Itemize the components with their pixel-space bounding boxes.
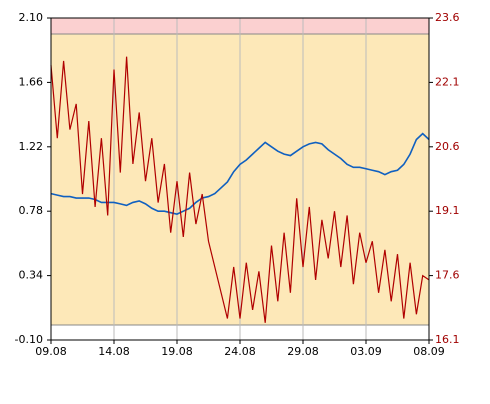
x-tick-label: 24.08 [224, 345, 256, 358]
y2-tick-label: 20.6 [435, 140, 460, 153]
y2-tick-label: 17.6 [435, 269, 460, 282]
x-tick-label: 14.08 [98, 345, 130, 358]
y2-tick-label: 19.1 [435, 204, 460, 217]
y2-tick-label: 22.1 [435, 75, 460, 88]
series-line [50, 132, 430, 215]
x-tick-label: 09.08 [35, 345, 67, 358]
x-tick-label: 08.09 [413, 345, 445, 358]
y-tick-label: 0.78 [19, 204, 44, 217]
y2-tick-label: 23.6 [435, 11, 460, 24]
series-line [50, 56, 430, 323]
y2-tick-label: 16.1 [435, 333, 460, 346]
y-tick-label: 1.66 [19, 75, 44, 88]
y-tick-label: 2.10 [19, 11, 44, 24]
x-tick-label: 19.08 [161, 345, 193, 358]
y-tick-label: 1.22 [19, 140, 44, 153]
y-tick-label: 0.34 [19, 269, 44, 282]
x-tick-label: 03.09 [350, 345, 382, 358]
lines [50, 56, 430, 323]
x-tick-label: 29.08 [287, 345, 319, 358]
y-tick-label: -0.10 [15, 333, 43, 346]
